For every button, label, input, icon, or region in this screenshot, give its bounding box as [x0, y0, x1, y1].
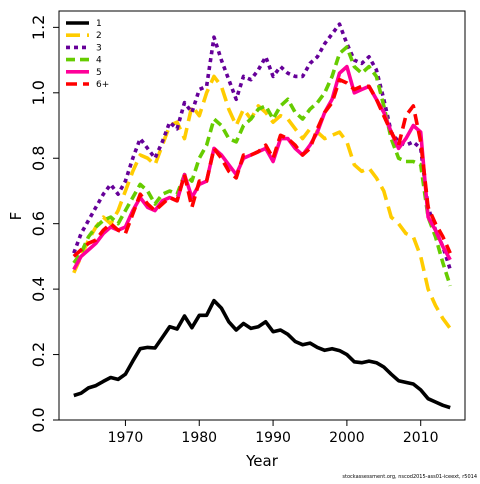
y-tick-label: 0.8 — [29, 146, 48, 171]
series-line-1 — [73, 298, 451, 410]
x-axis-title: Year — [245, 452, 279, 470]
legend-label: 4 — [96, 56, 102, 66]
y-axis-title: F — [7, 212, 25, 221]
series-line-2 — [72, 74, 452, 330]
legend: 1 2 3 4 5 6+ — [66, 19, 109, 90]
y-tick-label: 0.0 — [29, 407, 48, 432]
series-line-4 — [72, 45, 452, 287]
y-tick-label: 1.2 — [29, 15, 48, 40]
legend-label: 1 — [96, 19, 102, 29]
series-layer — [72, 22, 452, 410]
legend-label: 3 — [96, 43, 102, 53]
x-tick-label: 1980 — [181, 430, 217, 446]
legend-label: 6+ — [96, 80, 109, 90]
y-tick-label: 0.4 — [29, 276, 48, 301]
series-line-6plus — [72, 77, 452, 258]
y-axis: 0.0 0.2 0.4 0.6 0.8 1.0 1.2 — [29, 15, 59, 433]
x-tick-label: 2010 — [403, 430, 439, 446]
x-tick-label: 1990 — [255, 430, 291, 446]
y-tick-label: 1.0 — [29, 80, 48, 105]
x-tick-label: 1970 — [108, 430, 144, 446]
x-tick-label: 2000 — [329, 430, 365, 446]
series-line-5 — [72, 64, 452, 271]
legend-label: 5 — [96, 68, 102, 78]
y-tick-label: 0.6 — [29, 211, 48, 236]
plot-frame — [58, 10, 466, 421]
legend-label: 2 — [96, 31, 102, 41]
y-tick-label: 0.2 — [29, 342, 48, 367]
x-axis: 1970 1980 1990 2000 2010 — [108, 420, 439, 446]
footer-note: stockassessment.org, nscod2015-ass01-ice… — [342, 474, 477, 480]
